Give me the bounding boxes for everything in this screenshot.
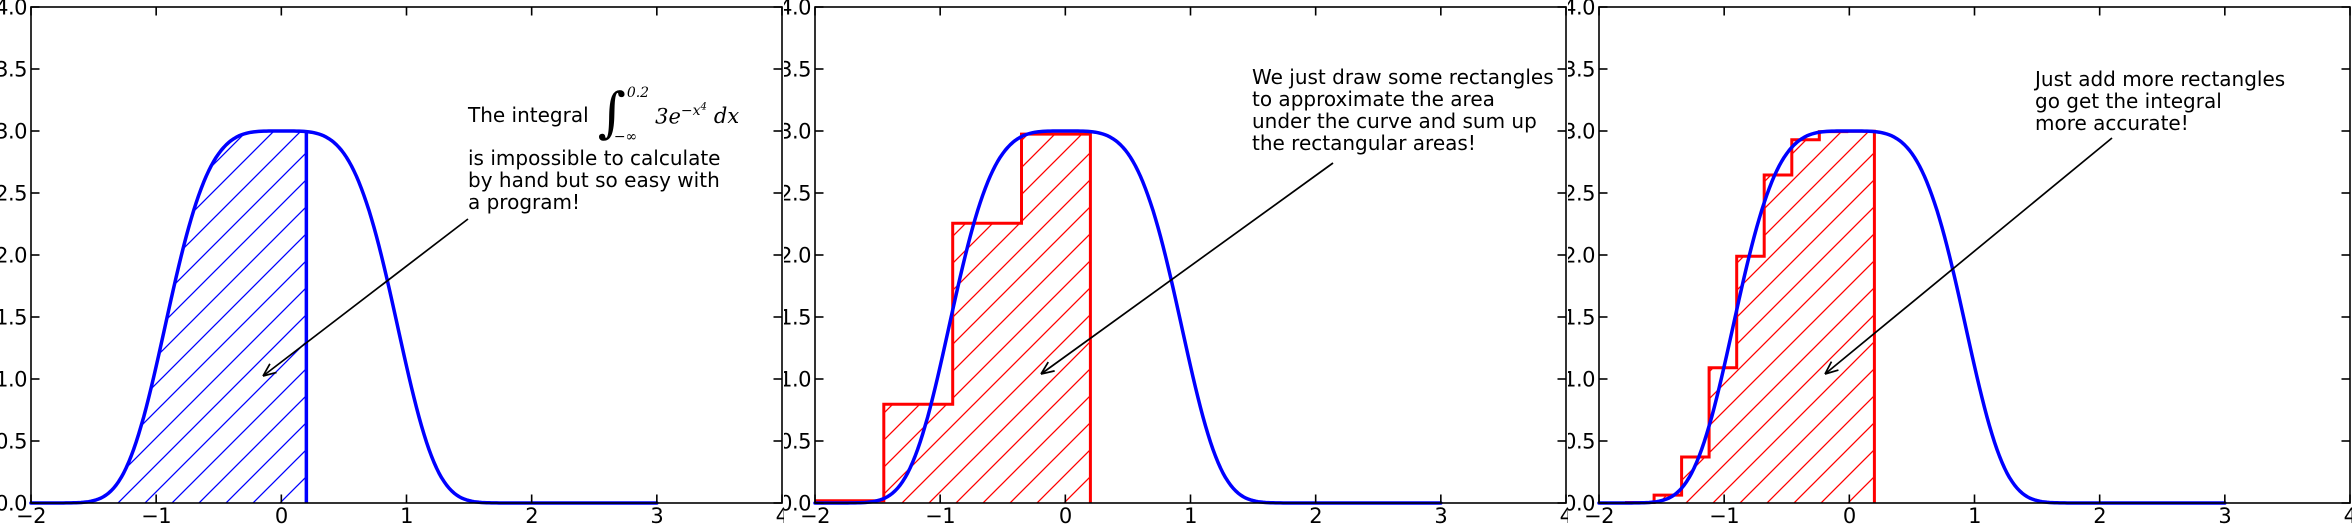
integral-sign-glyph: ∫: [597, 81, 626, 144]
svg-text:0: 0: [1843, 504, 1856, 524]
svg-text:4: 4: [1560, 504, 1568, 524]
svg-text:2: 2: [1309, 504, 1322, 524]
panel-fine-rectangles: −2 −1 0 1 2 3 4 0.0 0.5 1.0 1.5 2.0 2.5 3.0 3.5 4.0 Jus…: [1568, 0, 2352, 524]
svg-text:2.5: 2.5: [0, 182, 27, 206]
panel-coarse-rectangles: −2 −1 0 1 2 3 4 0.0 0.5 1.0 1.5 2.0 2.5 3.0 3.5 4.0 We …: [784, 0, 1568, 524]
integral-limits: 0.2 −∞: [614, 85, 650, 144]
svg-text:1: 1: [1968, 504, 1981, 524]
annotation-line: Just add more rectangles: [2035, 67, 2286, 91]
svg-text:−1: −1: [1709, 504, 1739, 524]
integral-lower-limit: −∞: [613, 129, 638, 145]
plot-fine-rectangles: −2 −1 0 1 2 3 4 0.0 0.5 1.0 1.5 2.0 2.5 3.0 3.5 4.0: [1568, 0, 2352, 524]
svg-text:3.0: 3.0: [0, 120, 27, 144]
svg-text:2: 2: [525, 504, 538, 524]
svg-text:3: 3: [2218, 504, 2231, 524]
svg-text:1.0: 1.0: [0, 368, 27, 392]
svg-text:1: 1: [400, 504, 413, 524]
svg-text:−1: −1: [141, 504, 171, 524]
annotation-line: We just draw some rectangles: [1252, 65, 1554, 89]
integrand-coefficient: 3e: [655, 104, 681, 129]
annotation-lines: Just add more rectangles go get the integ…: [2035, 68, 2285, 134]
annotation-line: a program!: [468, 190, 581, 214]
annotation-line: is impossible to calculate: [468, 146, 721, 170]
integrand: 3e−x4 dx: [655, 102, 739, 129]
formula-prefix: The integral: [468, 103, 589, 127]
svg-text:2.5: 2.5: [784, 182, 811, 206]
svg-text:3.5: 3.5: [1568, 58, 1595, 82]
svg-text:2.0: 2.0: [1568, 244, 1595, 268]
svg-text:−2: −2: [800, 504, 830, 524]
svg-text:−2: −2: [16, 504, 46, 524]
svg-text:2.5: 2.5: [1568, 182, 1595, 206]
svg-text:3.0: 3.0: [1568, 120, 1595, 144]
plot-exact-area: −2 −1 0 1 2 3 4 0.0 0.5 1.0 1.5 2.0 2.5 3.0 3.5 4.0: [0, 0, 784, 524]
integral-expression: ∫ 0.2 −∞ 3e−x4 dx: [597, 81, 740, 145]
annotation-line: under the curve and sum up: [1252, 109, 1537, 133]
svg-text:2.0: 2.0: [0, 244, 27, 268]
svg-text:4.0: 4.0: [1568, 0, 1595, 20]
annotation-line: the rectangular areas!: [1252, 131, 1476, 155]
svg-text:4.0: 4.0: [784, 0, 811, 20]
svg-text:1.5: 1.5: [784, 306, 811, 330]
svg-text:3: 3: [650, 504, 663, 524]
svg-text:3: 3: [1434, 504, 1447, 524]
svg-text:3.0: 3.0: [784, 120, 811, 144]
svg-text:0.0: 0.0: [1568, 492, 1595, 516]
svg-text:0: 0: [275, 504, 288, 524]
plot-coarse-rectangles: −2 −1 0 1 2 3 4 0.0 0.5 1.0 1.5 2.0 2.5 3.0 3.5 4.0: [784, 0, 1568, 524]
svg-text:0.5: 0.5: [1568, 430, 1595, 454]
integrand-exponent: −x: [680, 103, 701, 120]
svg-text:4: 4: [2344, 504, 2352, 524]
svg-text:1.0: 1.0: [1568, 368, 1595, 392]
annotation-lines: We just draw some rectangles to approxima…: [1252, 66, 1554, 154]
svg-text:4: 4: [776, 504, 784, 524]
svg-text:1: 1: [1184, 504, 1197, 524]
svg-text:0: 0: [1059, 504, 1072, 524]
svg-text:1.5: 1.5: [1568, 306, 1595, 330]
svg-text:0.0: 0.0: [784, 492, 811, 516]
svg-text:0.0: 0.0: [0, 492, 27, 516]
svg-text:3.5: 3.5: [0, 58, 27, 82]
svg-text:1.5: 1.5: [0, 306, 27, 330]
svg-text:0.5: 0.5: [784, 430, 811, 454]
svg-text:4.0: 4.0: [0, 0, 27, 20]
integrand-exponent-power: 4: [700, 101, 707, 113]
integrand-differential: dx: [713, 104, 740, 129]
annotation-lines: is impossible to calculate by hand but so…: [468, 147, 721, 213]
integral-formula: The integral ∫ 0.2 −∞ 3e−x4 dx: [468, 84, 739, 146]
annotation-line: more accurate!: [2035, 111, 2189, 135]
annotation-line: to approximate the area: [1252, 87, 1495, 111]
svg-text:3.5: 3.5: [784, 58, 811, 82]
svg-text:2.0: 2.0: [784, 244, 811, 268]
svg-text:−1: −1: [925, 504, 955, 524]
svg-text:2: 2: [2093, 504, 2106, 524]
annotation-line: by hand but so easy with: [468, 168, 720, 192]
svg-text:1.0: 1.0: [784, 368, 811, 392]
annotation-line: go get the integral: [2035, 89, 2222, 113]
svg-text:−2: −2: [1584, 504, 1614, 524]
panel-exact-area: −2 −1 0 1 2 3 4 0.0 0.5 1.0 1.5 2.0 2.5 3.0 3.5 4.0 The…: [0, 0, 784, 524]
svg-text:0.5: 0.5: [0, 430, 27, 454]
integral-upper-limit: 0.2: [626, 85, 650, 101]
